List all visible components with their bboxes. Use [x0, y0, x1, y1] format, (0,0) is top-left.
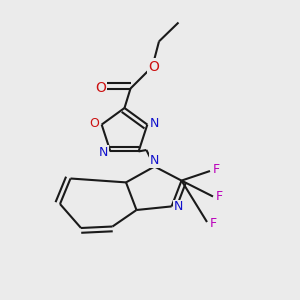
Text: F: F — [216, 190, 223, 203]
Text: N: N — [150, 118, 159, 130]
Text: N: N — [173, 200, 183, 214]
Text: O: O — [148, 60, 159, 74]
Text: F: F — [212, 163, 220, 176]
Text: N: N — [150, 154, 159, 167]
Text: N: N — [98, 146, 108, 158]
Text: O: O — [89, 118, 99, 130]
Text: F: F — [209, 217, 217, 230]
Text: O: O — [95, 82, 106, 95]
